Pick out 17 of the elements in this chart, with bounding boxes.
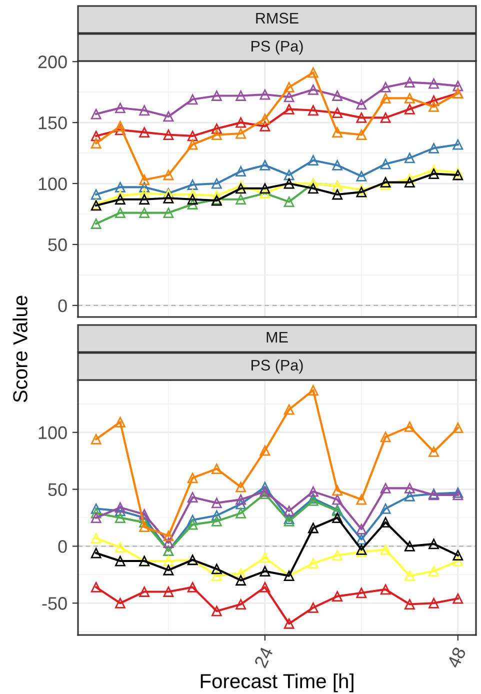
x-axis-title: Forecast Time [h] [200, 674, 354, 692]
x-tick-label: 24 [254, 646, 274, 668]
chart-title: ME [266, 332, 288, 342]
y-tick-label: 50 [48, 238, 67, 252]
chart-title: RMSE [256, 12, 298, 24]
y-tick-label: 0 [58, 540, 67, 553]
chart-subtitle: PS (Pa) [252, 40, 303, 55]
y-tick-label: 100 [38, 426, 67, 440]
y-tick-label: 0 [58, 299, 67, 312]
y-tick-label: -50 [42, 597, 67, 610]
x-tick-label: 48 [446, 646, 466, 669]
y-tick-label: 150 [38, 116, 67, 130]
y-tick-label: 200 [38, 56, 67, 68]
y-axis-title: Score Value [12, 296, 28, 402]
y-tick-label: 100 [38, 177, 67, 190]
chart-subtitle: PS (Pa) [252, 359, 303, 374]
y-tick-label: 50 [48, 483, 67, 496]
